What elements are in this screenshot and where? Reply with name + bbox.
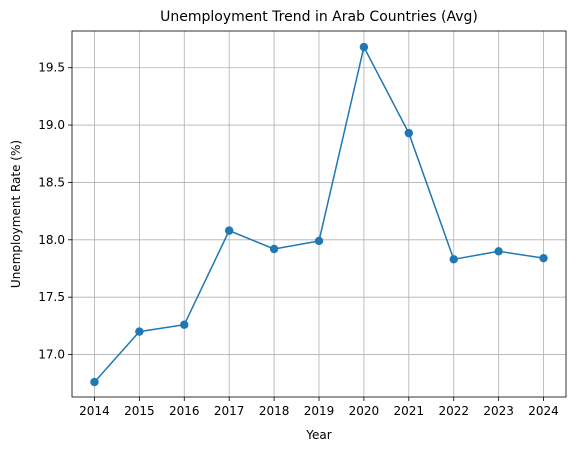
x-tick-label: 2023 — [483, 404, 514, 418]
x-tick-label: 2020 — [349, 404, 380, 418]
x-tick-label: 2015 — [124, 404, 155, 418]
data-point — [404, 128, 414, 138]
data-point — [449, 255, 458, 264]
y-tick-label: 19.0 — [38, 118, 65, 132]
y-tick-label: 17.0 — [38, 348, 65, 362]
x-tick-label: 2021 — [394, 404, 425, 418]
data-point — [359, 42, 369, 52]
x-tick-label: 2016 — [169, 404, 200, 418]
x-tick-label: 2022 — [438, 404, 469, 418]
x-tick-label: 2018 — [259, 404, 290, 418]
x-tick-label: 2024 — [528, 404, 559, 418]
x-axis-label: Year — [305, 428, 331, 442]
data-point — [494, 247, 503, 256]
chart-title: Unemployment Trend in Arab Countries (Av… — [160, 9, 478, 25]
x-tick-label: 2017 — [214, 404, 245, 418]
data-point — [314, 236, 324, 246]
data-point — [224, 226, 234, 235]
axis-ticks: 2014 2015 2016 2017 2018 2019 2020 2021 2022 2023… — [38, 61, 559, 418]
y-tick-label: 17.5 — [38, 290, 65, 304]
data-point — [135, 327, 144, 336]
y-axis-label: Unemployment Rate (%) — [9, 140, 23, 288]
data-point — [269, 244, 279, 254]
data-point — [539, 253, 548, 263]
data-series — [90, 42, 548, 387]
data-point — [90, 377, 99, 387]
data-point — [180, 320, 189, 329]
y-tick-label: 18.0 — [38, 233, 65, 247]
y-tick-label: 18.5 — [38, 175, 65, 189]
x-tick-label: 2014 — [79, 404, 110, 418]
x-tick-label: 2019 — [304, 404, 335, 418]
y-tick-label: 19.5 — [38, 61, 65, 75]
